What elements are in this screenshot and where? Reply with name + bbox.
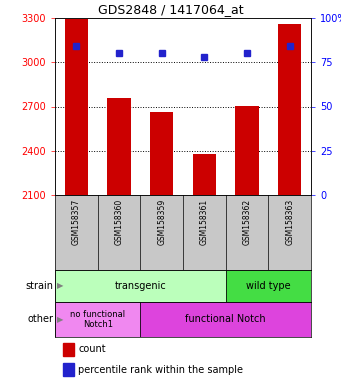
Text: GSM158363: GSM158363	[285, 199, 294, 245]
Text: ▶: ▶	[57, 281, 63, 291]
Text: GSM158357: GSM158357	[72, 199, 81, 245]
Text: transgenic: transgenic	[115, 281, 166, 291]
Text: strain: strain	[25, 281, 53, 291]
Text: GSM158360: GSM158360	[115, 199, 123, 245]
Text: GSM158362: GSM158362	[242, 199, 252, 245]
Bar	[278, 24, 301, 195]
Bar	[107, 98, 131, 195]
Bar	[226, 270, 311, 302]
Bar	[64, 19, 88, 195]
Text: GSM158361: GSM158361	[200, 199, 209, 245]
Text: GDS2848 / 1417064_at: GDS2848 / 1417064_at	[98, 3, 243, 17]
Text: wild type: wild type	[246, 281, 291, 291]
Bar	[55, 270, 226, 302]
Text: other: other	[27, 314, 53, 324]
Text: percentile rank within the sample: percentile rank within the sample	[78, 365, 243, 375]
Bar	[63, 363, 74, 376]
Text: count: count	[78, 344, 106, 354]
Text: no functional
Notch1: no functional Notch1	[70, 310, 125, 329]
Bar	[150, 113, 174, 195]
Bar	[55, 302, 140, 337]
Bar	[193, 154, 216, 195]
Bar	[235, 106, 259, 195]
Bar	[63, 343, 74, 356]
Text: functional Notch: functional Notch	[186, 314, 266, 324]
Text: ▶: ▶	[57, 315, 63, 324]
Bar	[140, 302, 311, 337]
Text: GSM158359: GSM158359	[157, 199, 166, 245]
